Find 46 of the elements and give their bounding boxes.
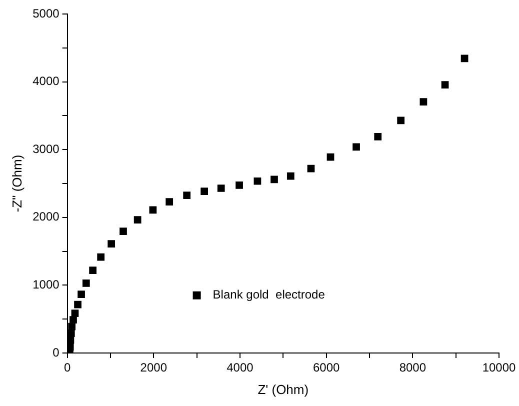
point — [374, 133, 382, 140]
point — [68, 322, 76, 330]
legend-label: Blank gold electrode — [212, 288, 326, 302]
y-tick-label: 1000 — [32, 278, 60, 292]
y-tick-label: 3000 — [32, 142, 60, 156]
x-tick-label: 6000 — [312, 360, 340, 375]
point — [78, 290, 85, 298]
y-tick-label: 4000 — [32, 74, 60, 88]
point — [441, 81, 449, 89]
x-tick-label: 2000 — [140, 360, 168, 375]
point — [67, 336, 74, 344]
point — [200, 188, 208, 195]
point — [82, 279, 90, 287]
point — [286, 172, 294, 180]
point — [67, 343, 74, 351]
point — [89, 266, 96, 274]
point — [120, 228, 127, 235]
x-axis-title: Z' (Ohm) — [258, 382, 309, 397]
y-tick-label: 5000 — [32, 6, 60, 20]
x-tick-label: 10000 — [482, 360, 516, 375]
point — [254, 177, 262, 185]
point — [166, 198, 174, 206]
y-tick-label: 0 — [52, 345, 60, 360]
point — [307, 164, 315, 172]
x-tick-label: 4000 — [226, 360, 254, 375]
point — [420, 98, 428, 106]
point — [217, 184, 225, 192]
point — [326, 153, 334, 161]
point — [460, 54, 468, 62]
point — [71, 310, 79, 318]
point — [67, 330, 75, 338]
point — [352, 143, 360, 151]
point — [74, 300, 82, 308]
x-tick-label: 0 — [64, 360, 71, 375]
x-tick-label: 8000 — [399, 360, 426, 375]
point — [97, 253, 105, 261]
point — [108, 240, 116, 248]
point — [183, 192, 191, 200]
point — [236, 182, 243, 189]
point — [397, 116, 405, 124]
point — [149, 206, 157, 214]
point — [70, 316, 77, 324]
y-axis-title: -Z" (Ohm) — [9, 154, 24, 212]
point — [134, 216, 142, 224]
point — [270, 176, 278, 184]
y-tick-label: 2000 — [32, 210, 60, 224]
